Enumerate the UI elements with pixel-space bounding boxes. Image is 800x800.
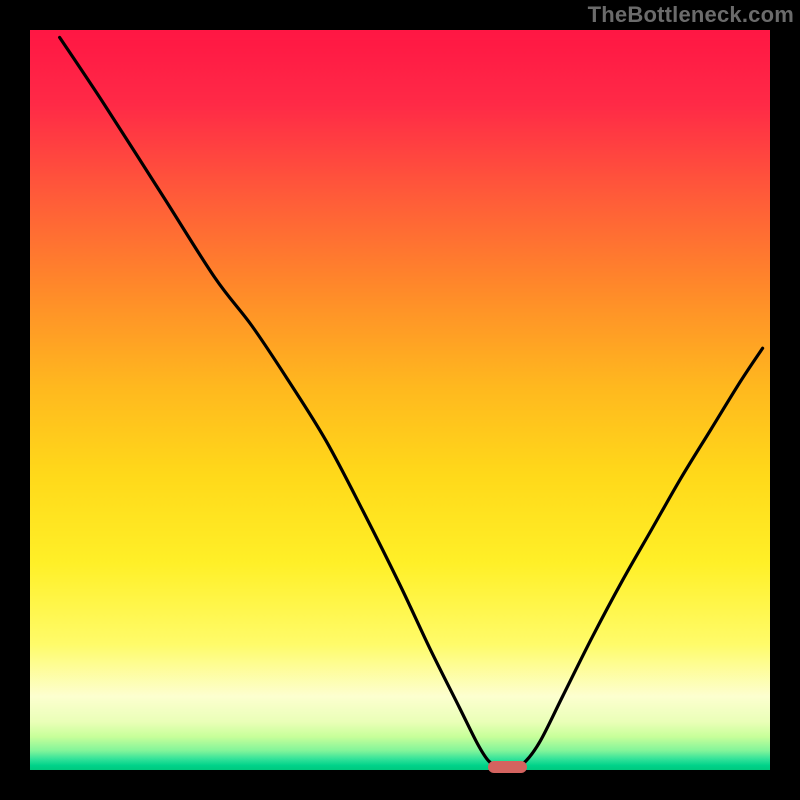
watermark-text: TheBottleneck.com [588,2,794,28]
chart-stage: TheBottleneck.com [0,0,800,800]
min-marker [488,761,526,773]
gradient-background [30,30,770,770]
plot-area [30,30,770,770]
